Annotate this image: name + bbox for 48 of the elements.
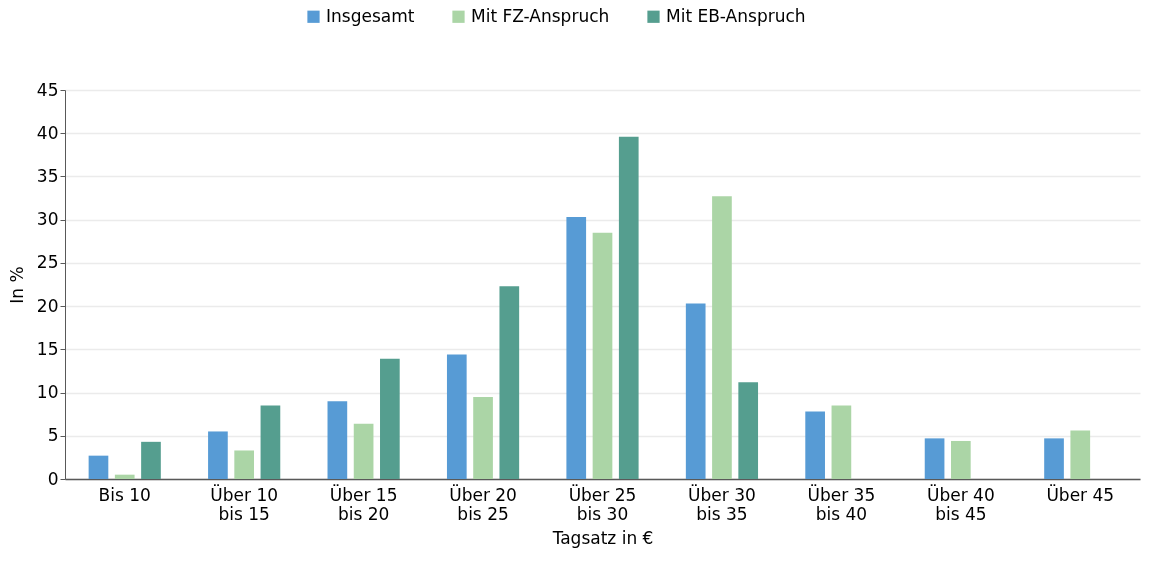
bar: [685, 303, 706, 479]
bar: [473, 396, 493, 479]
bar: [831, 405, 852, 479]
legend-label: Mit EB-Anspruch: [666, 5, 806, 26]
x-tick-label: Über 10 bis 15: [210, 483, 279, 524]
x-tick-label: Über 35 bis 40: [807, 483, 876, 524]
bar: [234, 450, 255, 479]
y-axis-title: In %: [6, 266, 27, 304]
bar: [114, 474, 135, 479]
bar: [499, 286, 520, 479]
y-tick-label: 45: [36, 79, 59, 100]
bar: [141, 441, 161, 479]
y-tick-label: 0: [47, 468, 59, 489]
bar: [618, 136, 639, 479]
y-tick-label: 40: [36, 122, 59, 143]
bar: [260, 405, 281, 479]
x-tick-label: Über 20 bis 25: [449, 483, 517, 524]
x-tick-label: Über 40 bis 45: [926, 483, 995, 524]
bar: [380, 358, 400, 479]
bar: [446, 354, 467, 479]
y-tick-label: 35: [36, 165, 59, 186]
x-tick-label: Bis 10: [98, 484, 151, 505]
y-tick-label: 25: [36, 252, 59, 273]
bar: [208, 431, 228, 479]
y-tick-label: 10: [36, 382, 59, 403]
bar: [353, 423, 374, 479]
bar: [712, 196, 732, 479]
x-tick-label: Über 25 bis 30: [568, 483, 637, 524]
bar: [88, 455, 109, 479]
bar: [566, 217, 587, 479]
x-tick-label: Über 45: [1046, 483, 1115, 505]
bar: [950, 440, 971, 479]
x-tick-label: Über 15 bis 20: [329, 483, 398, 524]
y-tick-label: 20: [36, 295, 59, 316]
x-axis-title: Tagsatz in €: [551, 527, 654, 548]
y-tick-label: 15: [36, 338, 59, 359]
bar: [592, 232, 613, 479]
y-tick-label: 5: [47, 425, 59, 446]
bar: [327, 401, 348, 479]
bar: [805, 411, 825, 479]
bar: [924, 438, 945, 479]
legend-label: Mit FZ-Anspruch: [471, 5, 610, 26]
y-tick-label: 30: [36, 209, 59, 230]
x-tick-label: Über 30 bis 35: [688, 483, 756, 524]
bar: [1070, 430, 1091, 479]
bar: [738, 382, 759, 479]
bar: [1044, 438, 1064, 479]
legend-label: Insgesamt: [326, 5, 415, 26]
